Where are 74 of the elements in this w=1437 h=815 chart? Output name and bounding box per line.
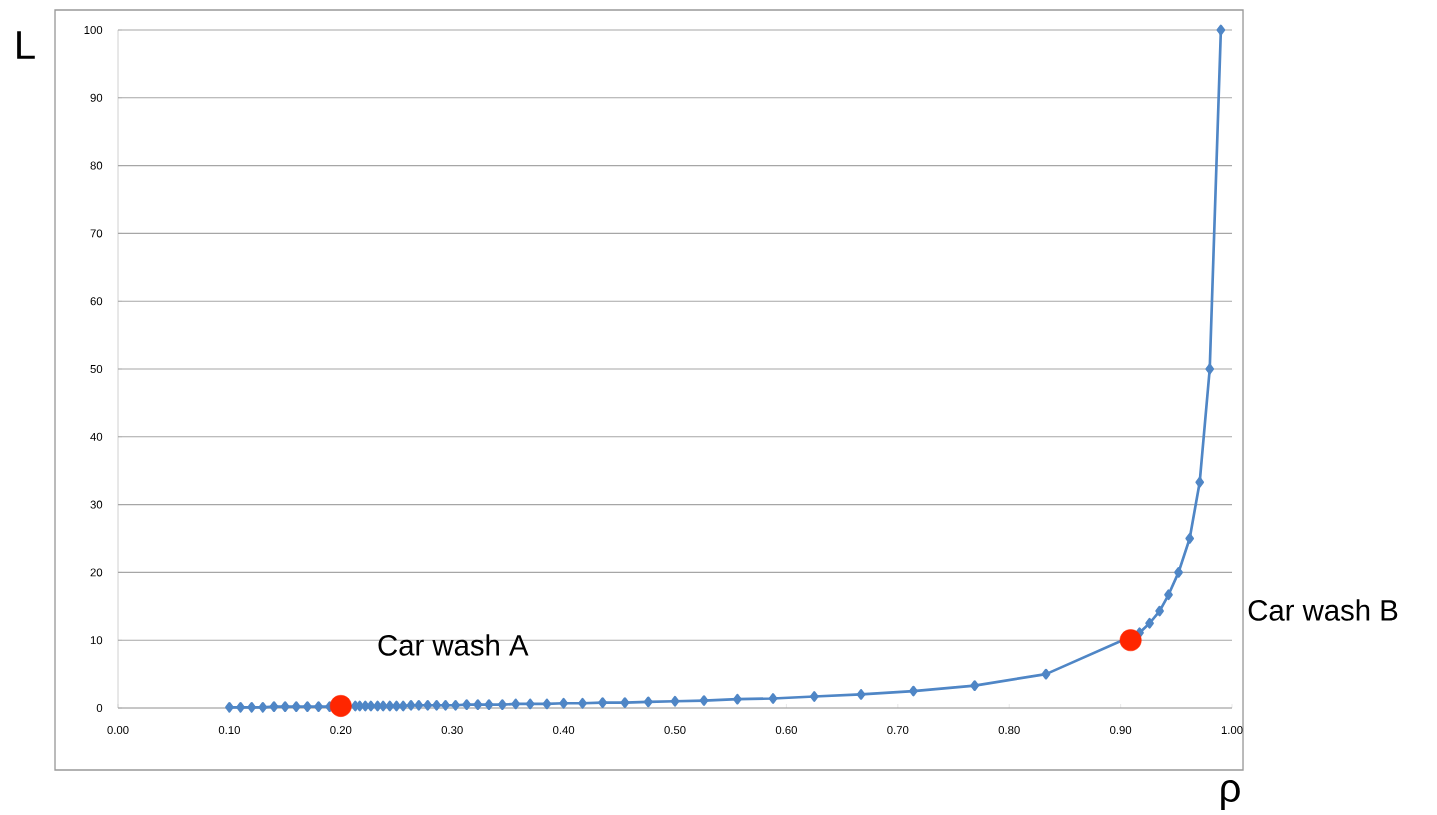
point bbox=[970, 680, 980, 691]
point bbox=[225, 701, 234, 713]
point bbox=[559, 697, 568, 709]
y-tick-label: 80 bbox=[90, 161, 103, 170]
x-tick-label: 0.50 bbox=[664, 726, 686, 735]
point bbox=[598, 697, 607, 708]
point bbox=[1041, 668, 1051, 680]
point bbox=[733, 693, 742, 705]
x-tick-label: 0.20 bbox=[330, 726, 352, 735]
y-tick-label: 10 bbox=[90, 636, 103, 645]
x-tick-label: 0.40 bbox=[553, 726, 575, 735]
point bbox=[809, 691, 819, 702]
point bbox=[1216, 24, 1226, 36]
point bbox=[1155, 605, 1164, 617]
y-tick-label: 40 bbox=[90, 432, 103, 441]
point bbox=[699, 695, 709, 706]
x-tick-label: 0.30 bbox=[441, 726, 463, 735]
point bbox=[1119, 629, 1142, 652]
x-tick-label: 0.00 bbox=[107, 726, 129, 735]
point bbox=[1205, 363, 1215, 375]
x-tick-label: 0.80 bbox=[998, 726, 1020, 735]
point bbox=[1195, 476, 1205, 488]
point bbox=[247, 701, 257, 713]
point bbox=[1145, 617, 1154, 629]
point bbox=[578, 697, 587, 709]
y-tick-label: 90 bbox=[90, 93, 103, 102]
point bbox=[670, 695, 680, 707]
point bbox=[484, 699, 494, 710]
point bbox=[258, 701, 268, 713]
point bbox=[1185, 533, 1195, 544]
x-axis-title: ρ bbox=[1221, 780, 1240, 810]
point bbox=[432, 699, 441, 711]
point bbox=[303, 701, 312, 712]
y-tick-label: 50 bbox=[90, 365, 103, 373]
point bbox=[1164, 589, 1173, 601]
point bbox=[441, 699, 450, 711]
point bbox=[291, 701, 301, 712]
point bbox=[1174, 567, 1183, 578]
x-tick-label: 0.10 bbox=[218, 726, 240, 735]
point bbox=[620, 697, 630, 708]
point bbox=[768, 693, 778, 704]
y-tick-label: 70 bbox=[90, 229, 103, 238]
point bbox=[462, 699, 472, 710]
point bbox=[856, 689, 866, 700]
point bbox=[451, 699, 460, 711]
point bbox=[511, 698, 521, 710]
point bbox=[473, 699, 483, 710]
point bbox=[525, 698, 535, 710]
point bbox=[269, 701, 279, 712]
point bbox=[314, 701, 323, 712]
x-tick-label: 0.90 bbox=[1110, 726, 1132, 735]
text: Car wash B bbox=[1248, 599, 1398, 621]
point bbox=[392, 700, 401, 712]
point bbox=[498, 699, 507, 710]
point bbox=[542, 698, 552, 710]
x-tick-label: 1.00 bbox=[1221, 726, 1243, 735]
point bbox=[329, 695, 352, 717]
x-tick-label: 0.70 bbox=[887, 726, 909, 735]
y-axis-title: L bbox=[17, 31, 35, 59]
point bbox=[414, 699, 424, 711]
point bbox=[280, 701, 290, 712]
point bbox=[423, 699, 433, 711]
point bbox=[373, 700, 382, 712]
y-tick-label: 20 bbox=[90, 568, 103, 577]
annotation: Car wash A bbox=[378, 634, 529, 656]
point bbox=[643, 696, 653, 708]
y-tick-label: 100 bbox=[84, 25, 103, 34]
y-tick-label: 30 bbox=[90, 500, 103, 509]
point bbox=[236, 701, 245, 713]
point bbox=[406, 699, 416, 711]
x-tick-label: 0.60 bbox=[775, 726, 797, 735]
y-tick-label: 0 bbox=[96, 704, 103, 713]
y-tick-label: 60 bbox=[90, 297, 103, 306]
point bbox=[909, 685, 918, 697]
